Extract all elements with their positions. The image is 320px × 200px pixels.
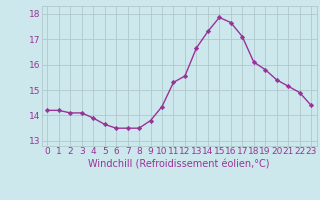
X-axis label: Windchill (Refroidissement éolien,°C): Windchill (Refroidissement éolien,°C): [88, 159, 270, 169]
